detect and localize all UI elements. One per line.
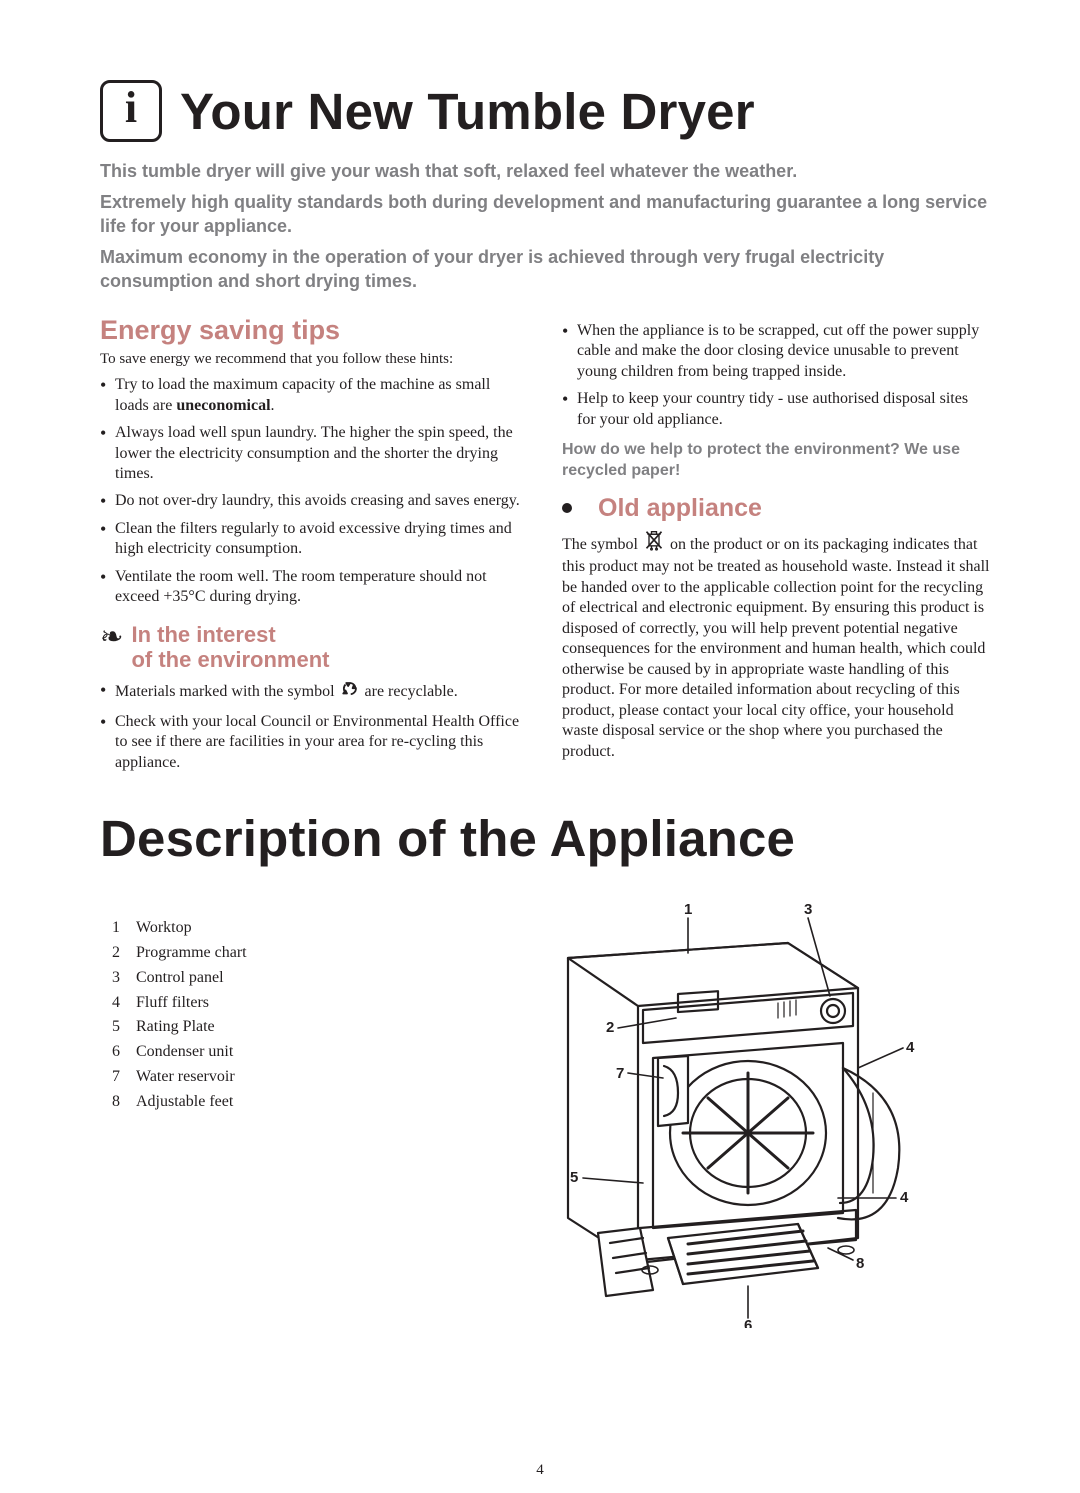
energy-lead: To save energy we recommend that you fol… <box>100 350 528 369</box>
right-column: When the appliance is to be scrapped, cu… <box>562 315 990 783</box>
description-row: Worktop Programme chart Control panel Fl… <box>100 898 990 1333</box>
energy-tips: Try to load the maximum capacity of the … <box>100 375 528 608</box>
part-item: Control panel <box>112 966 438 991</box>
callout-6: 6 <box>744 1317 752 1328</box>
tip-text: . <box>271 397 275 414</box>
part-item: Worktop <box>112 916 438 941</box>
energy-tip: Always load well spun laundry. The highe… <box>100 423 528 484</box>
interest-heading-l1: In the interest <box>131 622 329 647</box>
intro-block: This tumble dryer will give your wash th… <box>100 160 990 293</box>
callout-4: 4 <box>906 1039 915 1056</box>
right-bullet: Help to keep your country tidy - use aut… <box>562 389 990 430</box>
part-item: Adjustable feet <box>112 1090 438 1115</box>
recycled-paper-note: How do we help to protect the environmen… <box>562 440 990 482</box>
energy-tip: Ventilate the room well. The room temper… <box>100 567 528 608</box>
intro-line: Maximum economy in the operation of your… <box>100 246 990 293</box>
page: i Your New Tumble Dryer This tumble drye… <box>0 0 1080 1493</box>
page-number: 4 <box>0 1462 1080 1479</box>
title-row: i Your New Tumble Dryer <box>100 80 990 142</box>
interest-heading: In the interest of the environment <box>131 622 329 673</box>
part-item: Condenser unit <box>112 1040 438 1065</box>
old-appliance-heading-row: Old appliance <box>562 494 990 523</box>
leaf-icon: ❧ <box>100 624 123 652</box>
parts-list: Worktop Programme chart Control panel Fl… <box>112 916 438 1114</box>
part-item: Water reservoir <box>112 1065 438 1090</box>
interest-list: Materials marked with the symbol are rec… <box>100 680 528 773</box>
tip-bold: uneconomical <box>176 397 270 414</box>
intro-line: Extremely high quality standards both du… <box>100 191 990 238</box>
bullet-icon <box>562 503 572 513</box>
page-title: Your New Tumble Dryer <box>180 82 755 141</box>
part-item: Rating Plate <box>112 1015 438 1040</box>
callout-4b: 4 <box>900 1189 909 1206</box>
tip-text: Try to load the maximum capacity of the … <box>115 376 490 413</box>
right-bullet: When the appliance is to be scrapped, cu… <box>562 321 990 382</box>
left-column: Energy saving tips To save energy we rec… <box>100 315 528 783</box>
callout-3: 3 <box>804 901 812 918</box>
energy-tip: Do not over-dry laundry, this avoids cre… <box>100 491 528 511</box>
part-item: Programme chart <box>112 941 438 966</box>
part-item: Fluff filters <box>112 991 438 1016</box>
old-appliance-text: The symbol on the product or on its pack… <box>562 529 990 762</box>
description-title: Description of the Appliance <box>100 809 990 868</box>
interest-heading-l2: of the environment <box>131 647 329 672</box>
interest-text: are recyclable. <box>365 683 458 700</box>
energy-tip: Try to load the maximum capacity of the … <box>100 375 528 416</box>
energy-tip: Clean the filters regularly to avoid exc… <box>100 519 528 560</box>
interest-text: Materials marked with the symbol <box>115 683 339 700</box>
callout-7: 7 <box>616 1065 624 1082</box>
old-post: on the product or on its packaging indic… <box>562 536 989 760</box>
old-pre: The symbol <box>562 536 642 553</box>
energy-heading: Energy saving tips <box>100 315 528 346</box>
recycle-icon <box>341 680 359 704</box>
right-bullets: When the appliance is to be scrapped, cu… <box>562 321 990 430</box>
old-appliance-heading: Old appliance <box>598 494 762 523</box>
two-columns: Energy saving tips To save energy we rec… <box>100 315 990 783</box>
intro-line: This tumble dryer will give your wash th… <box>100 160 990 183</box>
callout-8: 8 <box>856 1255 864 1272</box>
interest-item: Check with your local Council or Environ… <box>100 712 528 773</box>
callout-2: 2 <box>606 1019 614 1036</box>
interest-heading-row: ❧ In the interest of the environment <box>100 622 528 673</box>
appliance-diagram: 1 3 2 4 7 5 4 8 6 <box>478 898 990 1333</box>
callout-1: 1 <box>684 901 692 918</box>
callout-5: 5 <box>570 1169 578 1186</box>
crossed-bin-icon <box>644 529 664 557</box>
info-icon: i <box>100 80 162 142</box>
interest-item: Materials marked with the symbol are rec… <box>100 680 528 704</box>
parts-list-wrap: Worktop Programme chart Control panel Fl… <box>100 898 438 1333</box>
